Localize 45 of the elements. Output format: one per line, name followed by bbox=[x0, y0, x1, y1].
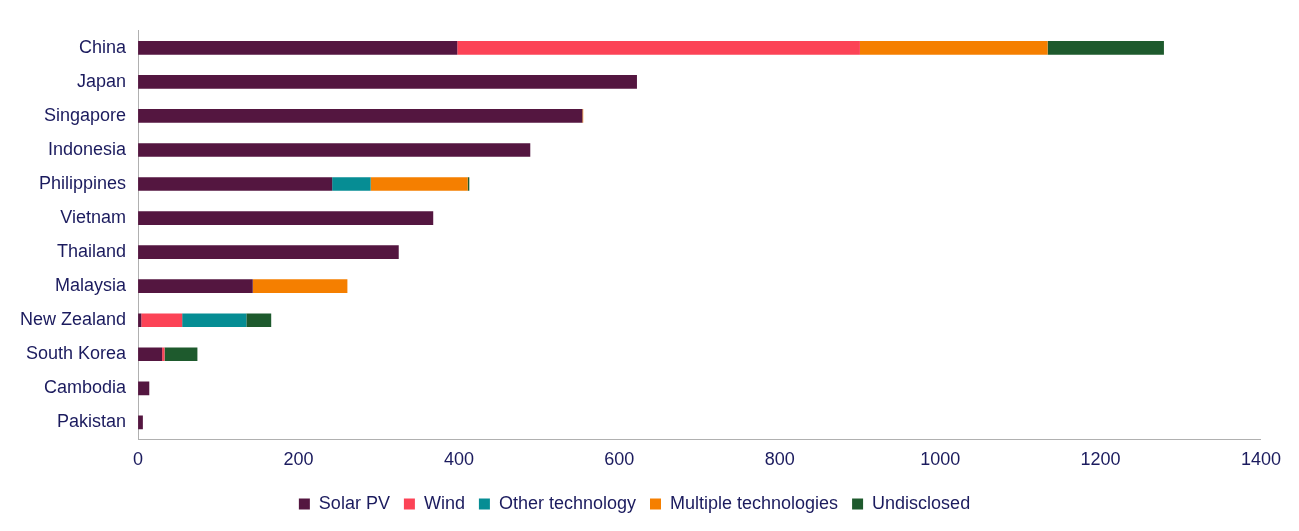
x-tick-label: 400 bbox=[443, 449, 474, 470]
x-tick-label: 0 bbox=[133, 449, 144, 470]
bar bbox=[370, 177, 468, 191]
bar bbox=[138, 143, 531, 157]
bar bbox=[162, 347, 165, 362]
x-tick-label: 600 bbox=[604, 449, 635, 470]
bar bbox=[138, 279, 253, 293]
y-tick-label: Japan bbox=[77, 70, 127, 91]
x-tick-label: 1200 bbox=[1080, 449, 1121, 470]
bar bbox=[457, 41, 860, 55]
y-tick-label: Pakistan bbox=[57, 411, 127, 432]
y-tick-label: Indonesia bbox=[47, 138, 128, 159]
legend-label: Solar PV bbox=[318, 492, 390, 513]
legend-label: Wind bbox=[423, 492, 465, 513]
legend-label: Undisclosed bbox=[872, 492, 971, 513]
x-tick-label: 1400 bbox=[1240, 449, 1281, 470]
x-tick-label: 200 bbox=[283, 449, 314, 470]
bar bbox=[246, 313, 272, 328]
bar bbox=[859, 41, 1048, 55]
bar bbox=[332, 177, 371, 191]
bar bbox=[138, 75, 637, 89]
y-tick-label: Cambodia bbox=[44, 377, 128, 398]
y-tick-label: Thailand bbox=[57, 241, 127, 262]
bar bbox=[138, 245, 399, 259]
bar bbox=[138, 109, 583, 123]
y-tick-label: Vietnam bbox=[60, 207, 127, 228]
bar bbox=[138, 41, 458, 55]
y-tick-label: Singapore bbox=[43, 104, 127, 125]
x-tick-label: 1000 bbox=[920, 449, 961, 470]
legend-label: Multiple technologies bbox=[669, 492, 839, 513]
y-tick-label: Malaysia bbox=[55, 275, 128, 296]
bar bbox=[1047, 41, 1164, 55]
y-tick-label: Philippines bbox=[39, 172, 127, 193]
bar bbox=[138, 177, 333, 191]
y-tick-label: China bbox=[79, 36, 128, 57]
bar bbox=[141, 313, 183, 328]
bar bbox=[138, 211, 434, 225]
legend-label: Other technology bbox=[498, 492, 636, 513]
y-tick-label: New Zealand bbox=[20, 309, 127, 330]
bar bbox=[182, 313, 247, 328]
x-tick-label: 800 bbox=[764, 449, 795, 470]
bar bbox=[252, 279, 348, 293]
bar bbox=[138, 347, 163, 362]
bar bbox=[164, 347, 198, 362]
y-tick-label: South Korea bbox=[25, 343, 128, 364]
